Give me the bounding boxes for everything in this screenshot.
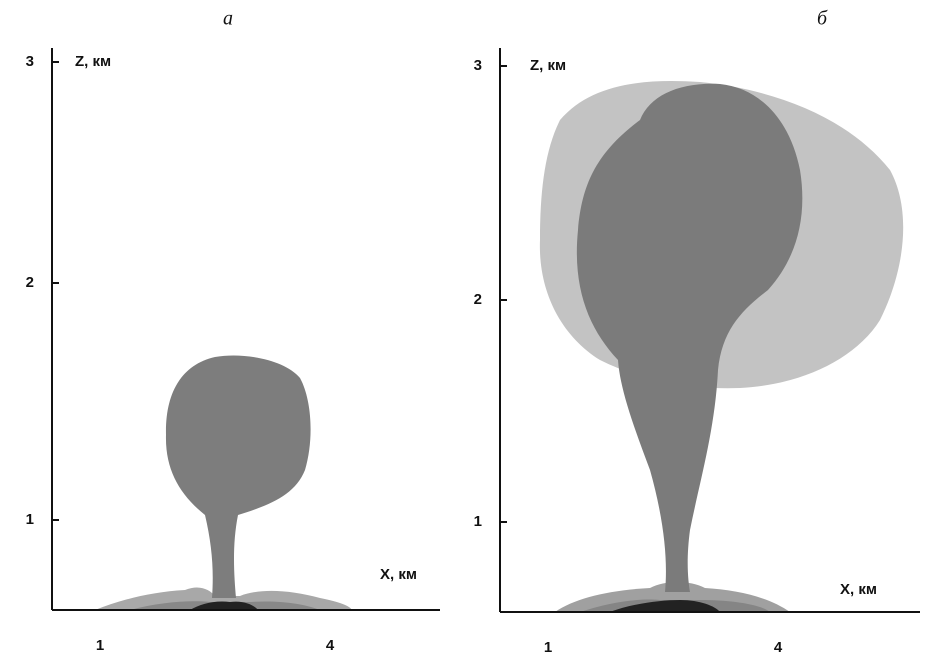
panel-label: а	[223, 8, 233, 30]
z-tick-label: 2	[26, 274, 34, 291]
z-tick-label: 1	[474, 513, 482, 530]
x-axis-label: X, км	[840, 581, 877, 598]
z-tick-label: 3	[474, 57, 482, 74]
x-tick-label: 1	[544, 639, 552, 656]
z-axis-label: Z, км	[530, 57, 566, 74]
plume-b	[539, 80, 904, 612]
z-tick-label: 1	[26, 511, 34, 528]
x-axis-label: X, км	[380, 566, 417, 583]
x-tick-label: 1	[96, 637, 104, 654]
z-tick-label: 2	[474, 291, 482, 308]
panel-label: б	[817, 8, 828, 30]
z-axis-label: Z, км	[75, 53, 111, 70]
z-tick-label: 3	[26, 53, 34, 70]
x-tick-label: 4	[326, 637, 335, 654]
x-tick-label: 4	[774, 639, 783, 656]
plume-a	[95, 355, 352, 610]
